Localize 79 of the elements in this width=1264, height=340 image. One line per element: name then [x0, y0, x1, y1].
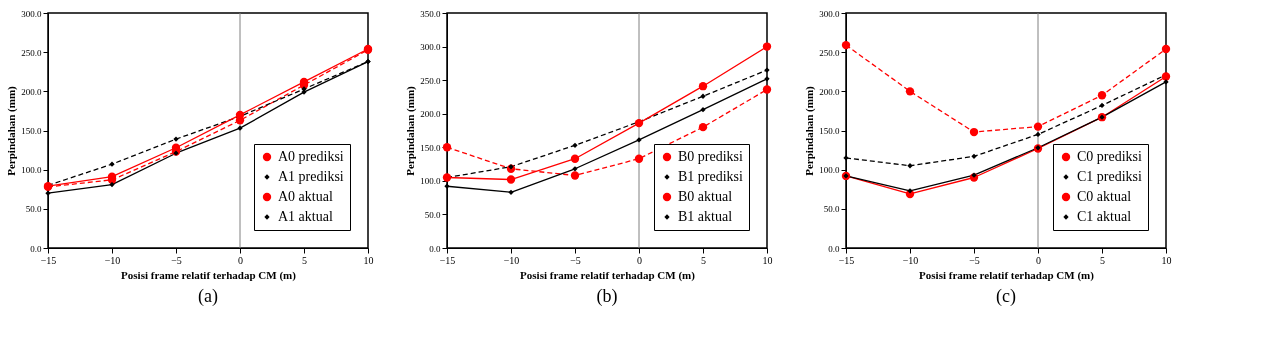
text: (a) [198, 286, 218, 307]
point [634, 154, 644, 163]
x-axis-title: Posisi frame relatif terhadap CM (m) [919, 268, 1095, 282]
x-tick-label: 0 [1036, 254, 1041, 266]
x-tick-label: −15 [439, 254, 456, 266]
point [109, 181, 115, 188]
x-tick-label: 5 [1100, 254, 1105, 266]
x-axis-title: Posisi frame relatif terhadap CM (m) [520, 268, 696, 282]
y-tick-label: 100.0 [819, 165, 840, 176]
y-tick-label: 100.0 [420, 176, 441, 187]
point [969, 127, 979, 137]
x-tick-label: −10 [104, 254, 121, 266]
point [1161, 44, 1171, 54]
y-tick-label: 200.0 [420, 109, 441, 120]
y-tick-label: 200.0 [819, 86, 840, 97]
point [1035, 131, 1041, 138]
point [1033, 122, 1043, 131]
x-tick-label: −10 [902, 254, 919, 266]
legend-label: A0 aktual [278, 189, 333, 204]
y-tick-label: 150.0 [21, 126, 42, 136]
y-tick-label: 0.0 [828, 243, 840, 254]
x-tick-label: 5 [701, 254, 706, 266]
point [841, 40, 851, 50]
legend-label: B1 aktual [678, 209, 733, 224]
x-axis-title: Posisi frame relatif terhadap CM (m) [121, 268, 297, 282]
point [1099, 102, 1105, 109]
x-tick-label: 10 [363, 254, 374, 266]
x-tick-label: 10 [1161, 254, 1172, 266]
y-tick-label: 300.0 [420, 42, 441, 53]
y-axis-title: Perpindahan (mm) [803, 85, 817, 176]
y-tick-label: 50.0 [424, 209, 441, 220]
legend-label: A1 aktual [278, 209, 333, 224]
x-tick-label: 5 [302, 254, 307, 266]
point [762, 85, 772, 94]
text: (c) [996, 286, 1016, 307]
point [1097, 91, 1107, 100]
x-tick-label: 0 [637, 254, 642, 266]
x-tick-label: −5 [969, 254, 980, 266]
x-tick-label: −15 [838, 254, 855, 266]
x-tick-label: −15 [40, 254, 57, 266]
y-tick-label: 0.0 [30, 243, 42, 254]
legend-label: C1 prediksi [1077, 169, 1143, 184]
y-tick-label: 100.0 [21, 165, 42, 176]
y-tick-label: 200.0 [21, 86, 42, 97]
point [905, 87, 915, 96]
point [698, 122, 708, 132]
point [442, 143, 452, 152]
legend-label: B1 prediksi [678, 169, 744, 184]
y-tick-label: 50.0 [823, 204, 840, 215]
x-tick-label: −10 [503, 254, 520, 266]
x-tick-label: 0 [238, 254, 243, 266]
y-tick-label: 0.0 [429, 243, 441, 254]
point [698, 82, 708, 91]
y-tick-label: 150.0 [819, 126, 840, 136]
legend-label: A1 prediksi [278, 169, 344, 184]
x-tick-label: −5 [570, 254, 581, 266]
point [506, 175, 516, 184]
y-tick-label: 250.0 [420, 75, 441, 86]
legend-label: C1 aktual [1077, 209, 1132, 224]
y-axis-title: Perpindahan (mm) [404, 85, 418, 176]
y-tick-label: 150.0 [420, 142, 441, 153]
legend-label: C0 aktual [1077, 189, 1132, 204]
y-tick-label: 300.0 [21, 8, 42, 19]
y-tick-label: 300.0 [819, 8, 840, 19]
y-tick-label: 250.0 [819, 47, 840, 58]
point [570, 154, 580, 163]
legend-label: B0 prediksi [678, 149, 744, 164]
x-tick-label: 10 [762, 254, 773, 266]
legend-label: C0 prediksi [1077, 149, 1143, 164]
x-tick-label: −5 [171, 254, 182, 266]
y-tick-label: 50.0 [25, 204, 42, 215]
point [570, 171, 580, 180]
legend-label: A0 prediksi [278, 149, 344, 164]
point [762, 42, 772, 51]
y-tick-label: 350.0 [420, 8, 441, 19]
y-tick-label: 250.0 [21, 47, 42, 58]
legend-label: B0 aktual [678, 189, 733, 204]
text: (b) [596, 286, 618, 307]
y-axis-title: Perpindahan (mm) [5, 85, 19, 176]
